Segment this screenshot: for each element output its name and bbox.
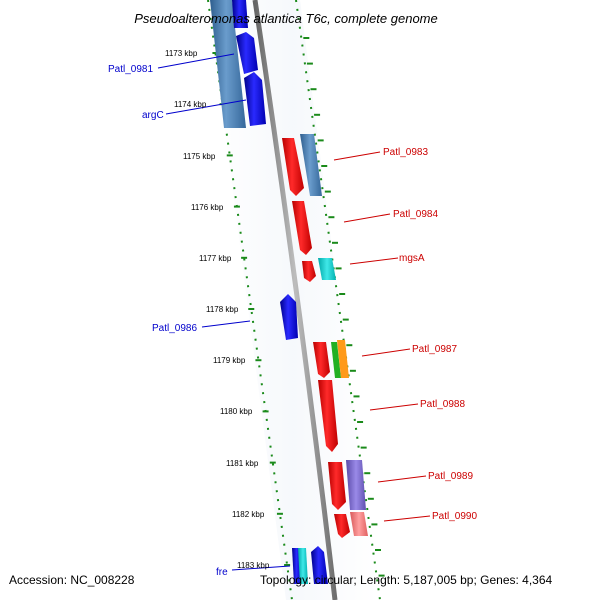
gene-label-patl-0983[interactable]: Patl_0983 — [383, 147, 428, 158]
scale-label: 1183 kbp — [237, 561, 270, 570]
scale-label: 1179 kbp — [213, 356, 246, 365]
gene-label-fre[interactable]: fre — [216, 567, 228, 578]
gene-patl-0988[interactable] — [318, 380, 338, 452]
gene-patl-0989-purple[interactable] — [346, 460, 366, 510]
gene-mgsa-red[interactable] — [302, 261, 316, 282]
scale-label: 1181 kbp — [226, 459, 259, 468]
gene-patl-0981[interactable] — [236, 32, 258, 74]
accession-text: Accession: NC_008228 — [9, 573, 135, 587]
outer-dotted-boundary — [295, 0, 381, 600]
gene-patl-0983-steel[interactable] — [300, 134, 322, 196]
label-leader-lines — [157, 53, 431, 571]
gene-label-patl-0988[interactable]: Patl_0988 — [420, 399, 465, 410]
scale-label: 1180 kbp — [220, 407, 253, 416]
gene-label-patl-0984[interactable]: Patl_0984 — [393, 209, 438, 220]
scale-label: 1177 kbp — [199, 254, 232, 263]
gene-labels: Patl_0981 argC Patl_0983 Patl_0984 mgsA … — [108, 64, 477, 578]
scale-label: 1175 kbp — [183, 152, 216, 161]
scale-label: 1176 kbp — [191, 203, 224, 212]
gene-label-patl-0987[interactable]: Patl_0987 — [412, 344, 457, 355]
scale-labels: 1173 kbp 1174 kbp 1175 kbp 1176 kbp 1177… — [165, 49, 270, 570]
gene-label-mgsa[interactable]: mgsA — [399, 253, 425, 264]
scale-label: 1178 kbp — [206, 305, 239, 314]
gene-patl-0987-orange[interactable] — [337, 340, 349, 378]
gene-patl-0990-red[interactable] — [334, 514, 350, 538]
gene-label-patl-0986[interactable]: Patl_0986 — [152, 323, 197, 334]
forward-strand-genes — [282, 134, 368, 538]
gene-patl-0987-red[interactable] — [313, 342, 330, 378]
gene-patl-0986[interactable] — [280, 294, 298, 340]
genome-summary-text: Topology: circular; Length: 5,187,005 bp… — [260, 573, 553, 587]
gene-steel-top[interactable] — [210, 0, 246, 128]
gene-argc[interactable] — [244, 72, 266, 126]
gene-blue-top[interactable] — [232, 0, 248, 28]
genome-backbone — [252, 0, 338, 600]
gene-patl-0984[interactable] — [292, 201, 312, 255]
gene-label-patl-0981[interactable]: Patl_0981 — [108, 64, 153, 75]
gene-label-argc[interactable]: argC — [142, 110, 164, 121]
page-title: Pseudoalteromonas atlantica T6c, complet… — [134, 11, 438, 26]
gene-fre-b[interactable] — [298, 548, 308, 584]
scale-ticks-outer — [303, 37, 385, 577]
reverse-strand-genes — [210, 0, 328, 584]
gene-mgsa-cyan[interactable] — [318, 258, 336, 280]
scale-label: 1173 kbp — [165, 49, 198, 58]
gene-label-patl-0989[interactable]: Patl_0989 — [428, 471, 473, 482]
gene-label-patl-0990[interactable]: Patl_0990 — [432, 511, 477, 522]
scale-label: 1182 kbp — [232, 510, 265, 519]
gene-patl-0989-red[interactable] — [328, 462, 346, 510]
gene-patl-0990-salmon[interactable] — [350, 512, 368, 536]
gene-patl-0983-red[interactable] — [282, 138, 304, 196]
gene-patl-0987-green[interactable] — [331, 342, 341, 378]
gene-fre-c[interactable] — [311, 546, 328, 584]
scale-label: 1174 kbp — [174, 100, 207, 109]
